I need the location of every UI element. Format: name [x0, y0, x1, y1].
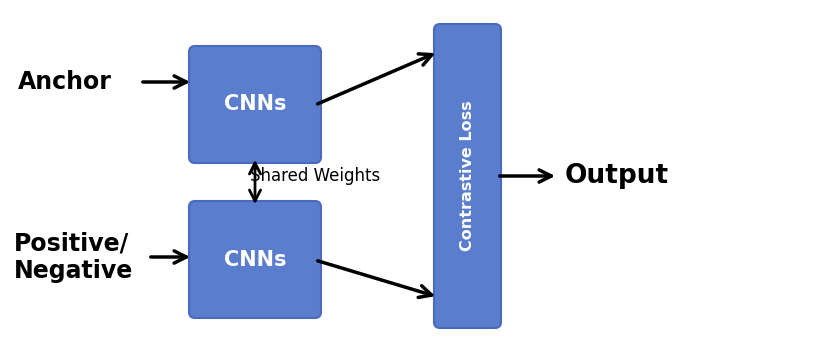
Text: Anchor: Anchor [18, 70, 112, 94]
FancyBboxPatch shape [434, 24, 501, 328]
Text: CNNs: CNNs [224, 94, 286, 114]
Text: Output: Output [565, 163, 669, 189]
FancyBboxPatch shape [189, 201, 321, 318]
Text: Shared Weights: Shared Weights [250, 167, 380, 185]
FancyBboxPatch shape [189, 46, 321, 163]
Text: Contrastive Loss: Contrastive Loss [460, 101, 475, 251]
Text: Positive/
Negative: Positive/ Negative [14, 231, 134, 283]
Text: CNNs: CNNs [224, 250, 286, 270]
